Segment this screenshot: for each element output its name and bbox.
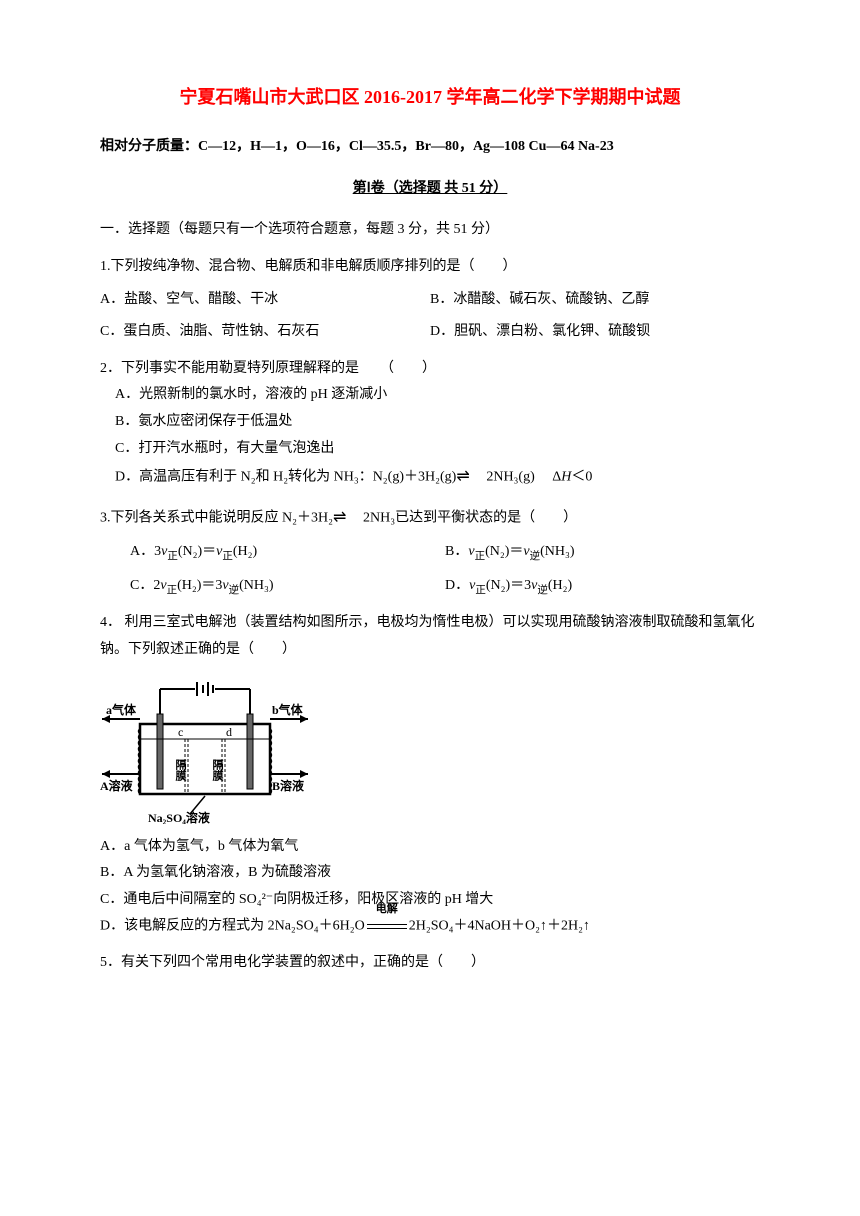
q3-opt-b: B．v正(N₂)＝v逆(NH₃) [445, 539, 760, 567]
question-5: 5．有关下列四个常用电化学装置的叙述中，正确的是（ ） [100, 950, 760, 977]
q1-opt-a: A．盐酸、空气、醋酸、干冰 [100, 287, 430, 314]
svg-text:a气体: a气体 [106, 702, 137, 717]
question-1: 1.下列按纯净物、混合物、电解质和非电解质顺序排列的是（ ） A．盐酸、空气、醋… [100, 254, 760, 346]
q2-text: 2．下列事实不能用勒夏特列原理解释的是 （ ） [100, 356, 760, 383]
q4-opt-b: B．A 为氢氧化钠溶液，B 为硫酸溶液 [100, 860, 760, 887]
question-4: 4． 利用三室式电解池（装置结构如图所示，电极均为惰性电极）可以实现用硫酸钠溶液… [100, 610, 760, 940]
svg-text:Na₂SO₄溶液: Na₂SO₄溶液 [148, 810, 210, 824]
q2-opt-d: D．高温高压有利于 N₂和 H₂转化为 NH₃：N₂(g)＋3H₂(g)2NH₃… [100, 462, 760, 492]
q1-opt-b: B．冰醋酸、碱石灰、硫酸钠、乙醇 [430, 287, 760, 314]
section-header: 第Ⅰ卷（选择题 共 51 分） [100, 176, 760, 203]
svg-text:B溶液: B溶液 [272, 778, 304, 793]
q3-opt-a: A．3v正(N₂)＝v正(H₂) [130, 539, 445, 567]
q5-text: 5．有关下列四个常用电化学装置的叙述中，正确的是（ ） [100, 950, 760, 977]
svg-text:d: d [226, 725, 232, 739]
q4-opt-a: A．a 气体为氢气，b 气体为氧气 [100, 834, 760, 861]
q4-opt-c: C．通电后中间隔室的 SO₄²⁻向阴极迁移，阳极区溶液的 pH 增大 [100, 887, 760, 914]
question-3: 3.下列各关系式中能说明反应 N₂＋3H₂2NH₃已达到平衡状态的是（ ） A．… [100, 503, 760, 601]
molecular-mass: 相对分子质量：C—12，H—1，O—16，Cl—35.5，Br—80，Ag—10… [100, 134, 760, 161]
q2-opt-a: A．光照新制的氯水时，溶液的 pH 逐渐减小 [100, 382, 760, 409]
q1-text: 1.下列按纯净物、混合物、电解质和非电解质顺序排列的是（ ） [100, 254, 760, 281]
svg-text:b气体: b气体 [272, 702, 304, 717]
q2-opt-c: C．打开汽水瓶时，有大量气泡逸出 [100, 436, 760, 463]
svg-text:A溶液: A溶液 [100, 778, 133, 793]
q3-text: 3.下列各关系式中能说明反应 N₂＋3H₂2NH₃已达到平衡状态的是（ ） [100, 503, 760, 533]
svg-text:c: c [178, 725, 183, 739]
q2-opt-b: B．氨水应密闭保存于低温处 [100, 409, 760, 436]
svg-text:隔膜: 隔膜 [174, 757, 187, 781]
q4-opt-d: D．该电解反应的方程式为 2Na₂SO₄＋6H₂O电解2H₂SO₄＋4NaOH＋… [100, 913, 760, 940]
q3-opt-d: D．v正(N₂)＝3v逆(H₂) [445, 573, 760, 601]
page-title: 宁夏石嘴山市大武口区 2016-2017 学年高二化学下学期期中试题 [100, 80, 760, 114]
svg-text:隔膜: 隔膜 [211, 757, 224, 781]
q3-opt-c: C．2v正(H₂)＝3v逆(NH₃) [130, 573, 445, 601]
electrolysis-diagram: a气体 b气体 A溶液 B溶液 c d 隔膜 隔膜 Na₂SO₄溶液 [100, 674, 760, 824]
section-intro: 一．选择题（每题只有一个选项符合题意，每题 3 分，共 51 分） [100, 217, 760, 244]
question-2: 2．下列事实不能用勒夏特列原理解释的是 （ ） A．光照新制的氯水时，溶液的 p… [100, 356, 760, 493]
q1-opt-d: D．胆矾、漂白粉、氯化钾、硫酸钡 [430, 319, 760, 346]
q1-opt-c: C．蛋白质、油脂、苛性钠、石灰石 [100, 319, 430, 346]
q4-text: 4． 利用三室式电解池（装置结构如图所示，电极均为惰性电极）可以实现用硫酸钠溶液… [100, 610, 760, 663]
